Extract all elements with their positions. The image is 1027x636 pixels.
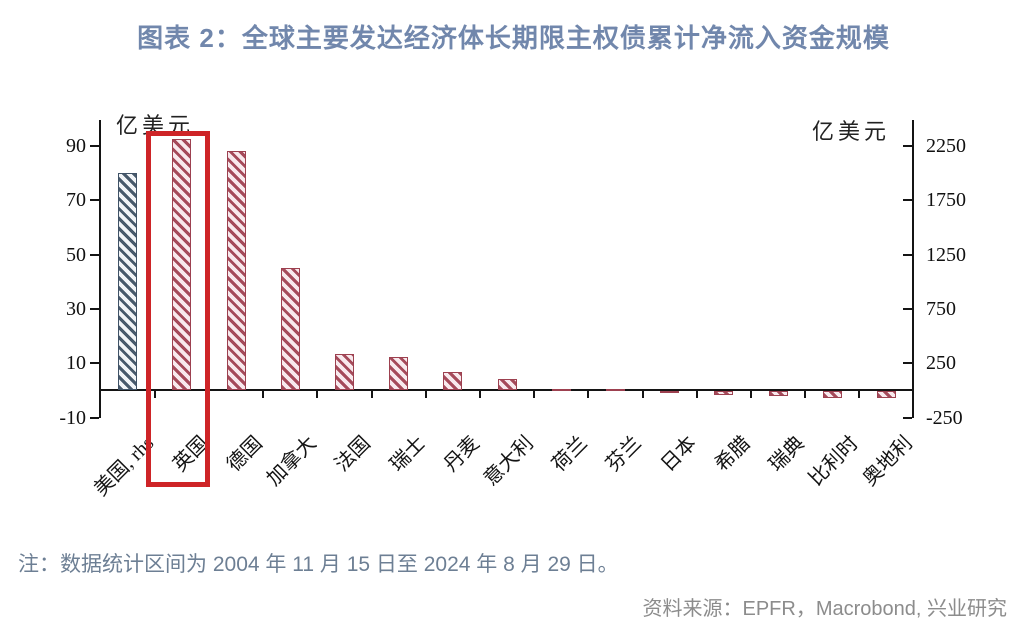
x-axis-tick-8 [533,390,536,398]
bar-1 [172,138,192,391]
y-axis-left-tick-label-1: 70 [66,189,86,212]
y-axis-right-tick-3 [903,307,912,310]
y-axis-left-tick-label-3: 30 [66,297,86,320]
y-axis-left-tick-0 [90,144,99,147]
right-axis-unit-label: 亿美元 [812,119,891,144]
bar-8 [551,388,571,391]
bar-7 [497,379,517,391]
x-axis-label-14: 奥地利 [859,432,918,491]
x-axis-label-4: 法国 [331,432,376,477]
y-axis-right-tick-4 [903,362,912,365]
x-axis-tick-4 [316,390,319,398]
y-axis-right-tick-label-4: 250 [926,352,956,375]
y-axis-right-tick-5 [903,416,912,419]
y-axis-left-tick-label-0: 90 [66,134,86,157]
y-axis-right-tick-label-1: 1750 [926,189,966,212]
y-axis-left-tick-label-5: -10 [59,406,86,429]
y-axis-right-tick-label-2: 1250 [926,243,966,266]
y-axis-left [99,120,101,418]
bar-9 [605,389,625,391]
x-axis-label-9: 芬兰 [602,432,647,477]
y-axis-right-tick-2 [903,253,912,256]
x-axis-label-7: 意大利 [479,432,538,491]
bar-13 [822,390,842,399]
bar-3 [280,268,300,391]
bar-12 [768,390,788,397]
data-source: 资料来源：EPFR，Macrobond, 兴业研究 [642,598,1007,620]
page-title: 图表 2：全球主要发达经济体长期限主权债累计净流入资金规模 [137,23,890,53]
footnote: 注：数据统计区间为 2004 年 11 月 15 日至 2024 年 8 月 2… [18,553,619,576]
y-axis-right-tick-label-5: -250 [926,406,963,429]
x-axis-tick-12 [749,390,752,398]
y-axis-right-tick-label-3: 750 [926,297,956,320]
bar-6 [443,372,463,391]
y-axis-left-tick-label-2: 50 [66,243,86,266]
y-axis-left-tick-5 [90,416,99,419]
x-axis-label-10: 日本 [656,432,701,477]
y-axis-right [912,120,914,418]
x-axis-label-13: 比利时 [805,432,864,491]
x-axis-tick-10 [641,390,644,398]
y-axis-left-tick-2 [90,253,99,256]
x-axis-label-5: 瑞士 [385,432,430,477]
y-axis-right-tick-label-0: 2250 [926,134,966,157]
x-axis-label-3: 加拿大 [263,432,322,491]
bar-5 [389,357,409,391]
y-axis-right-tick-0 [903,144,912,147]
y-axis-left-tick-3 [90,307,99,310]
y-axis-right-tick-1 [903,199,912,202]
bar-10 [660,390,680,393]
y-axis-left-tick-4 [90,362,99,365]
bar-11 [714,390,734,395]
x-axis-tick-5 [370,390,373,398]
x-axis-tick-3 [262,390,265,398]
x-axis-tick-1 [153,390,156,398]
highlight-box [145,131,210,487]
bar-14 [876,390,896,399]
x-axis-tick-7 [478,390,481,398]
y-axis-left-tick-label-4: 10 [66,352,86,375]
x-axis-tick-14 [858,390,861,398]
bar-2 [226,151,246,391]
bar-0 [118,172,138,391]
x-axis-tick-11 [695,390,698,398]
x-axis-tick-13 [804,390,807,398]
x-axis-label-8: 荷兰 [548,432,593,477]
x-axis-label-11: 希腊 [710,432,755,477]
x-axis-tick-6 [424,390,427,398]
bar-4 [334,354,354,391]
y-axis-left-tick-1 [90,199,99,202]
x-axis-tick-9 [587,390,590,398]
